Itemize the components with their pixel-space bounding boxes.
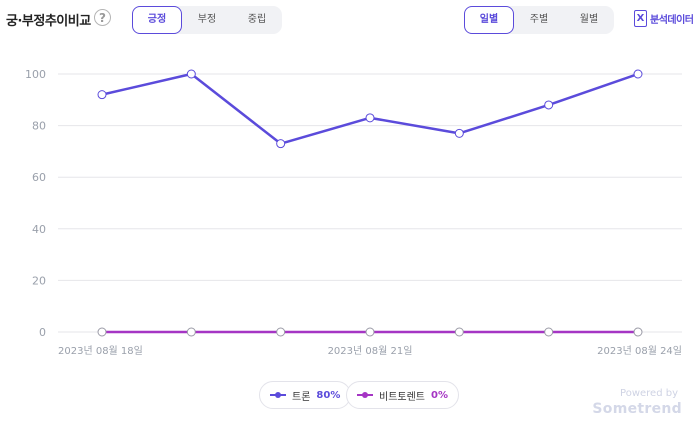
tab-positive[interactable]: 긍정 — [132, 6, 182, 34]
x-tick-label: 2023년 08월 18일 — [58, 345, 143, 357]
data-point — [544, 327, 554, 337]
data-point — [633, 327, 643, 337]
data-point — [97, 327, 107, 337]
data-point — [365, 327, 375, 337]
y-tick-label: 0 — [39, 326, 46, 339]
legend-marker-icon — [357, 390, 373, 400]
x-tick-label: 2023년 08월 21일 — [328, 345, 413, 357]
tab-weekly[interactable]: 주별 — [529, 14, 549, 25]
tab-daily[interactable]: 일별 — [464, 6, 514, 34]
x-tick-label: 2023년 08월 24일 — [597, 345, 682, 357]
data-point — [633, 69, 643, 79]
legend-label: 트론 — [292, 391, 311, 403]
excel-icon: X — [634, 10, 647, 27]
tone-tab-group: 긍정 부정 중립 — [132, 6, 282, 34]
tab-neutral[interactable]: 중립 — [247, 14, 267, 25]
period-tab-group: 일별 주별 월별 — [464, 6, 614, 34]
data-point — [186, 69, 196, 79]
data-point — [186, 327, 196, 337]
data-point — [365, 113, 375, 123]
export-data-label: 분석데이터 — [650, 15, 694, 26]
data-point — [276, 327, 286, 337]
data-point — [544, 100, 554, 110]
y-tick-label: 40 — [32, 223, 46, 236]
powered-by-label: Powered by — [620, 388, 678, 399]
tab-negative[interactable]: 부정 — [197, 14, 217, 25]
data-point — [454, 128, 464, 138]
y-tick-label: 100 — [25, 68, 46, 81]
page-title: 궁·부정추이비교 — [6, 14, 91, 29]
y-tick-label: 20 — [32, 274, 46, 287]
tab-monthly[interactable]: 월별 — [579, 14, 599, 25]
data-point — [454, 327, 464, 337]
legend-label: 비트토렌트 — [379, 391, 425, 403]
y-tick-label: 60 — [32, 171, 46, 184]
legend-item-bittorrent[interactable]: 비트토렌트 0% — [346, 381, 459, 409]
data-point — [97, 90, 107, 100]
legend-item-tron[interactable]: 트론 80% — [259, 381, 352, 409]
brand-logo: Sometrend — [592, 401, 682, 417]
data-point — [276, 139, 286, 149]
legend-percent: 80% — [316, 389, 341, 401]
series-line — [101, 72, 639, 145]
help-icon[interactable]: ? — [94, 9, 111, 26]
y-tick-label: 80 — [32, 120, 46, 133]
legend-percent: 0% — [431, 389, 448, 401]
export-data-button[interactable]: X 분석데이터 — [634, 10, 694, 27]
legend-marker-icon — [270, 390, 286, 400]
